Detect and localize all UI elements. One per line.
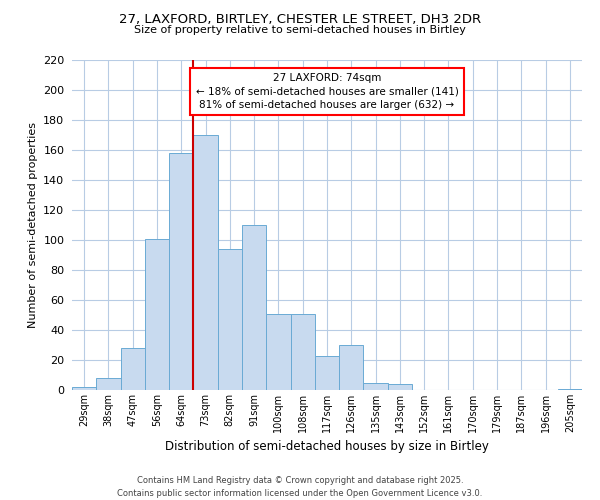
Text: 27 LAXFORD: 74sqm
← 18% of semi-detached houses are smaller (141)
81% of semi-de: 27 LAXFORD: 74sqm ← 18% of semi-detached… — [196, 73, 458, 110]
Y-axis label: Number of semi-detached properties: Number of semi-detached properties — [28, 122, 38, 328]
Text: Contains HM Land Registry data © Crown copyright and database right 2025.
Contai: Contains HM Land Registry data © Crown c… — [118, 476, 482, 498]
Bar — [72, 387, 96, 390]
Bar — [364, 382, 388, 390]
Bar — [145, 238, 169, 390]
Bar — [242, 225, 266, 390]
Bar — [121, 348, 145, 390]
Text: Size of property relative to semi-detached houses in Birtley: Size of property relative to semi-detach… — [134, 25, 466, 35]
Text: 27, LAXFORD, BIRTLEY, CHESTER LE STREET, DH3 2DR: 27, LAXFORD, BIRTLEY, CHESTER LE STREET,… — [119, 12, 481, 26]
Bar — [290, 314, 315, 390]
Bar — [266, 314, 290, 390]
Bar — [169, 153, 193, 390]
X-axis label: Distribution of semi-detached houses by size in Birtley: Distribution of semi-detached houses by … — [165, 440, 489, 454]
Bar — [193, 135, 218, 390]
Bar — [558, 388, 582, 390]
Bar — [96, 378, 121, 390]
Bar — [339, 345, 364, 390]
Bar — [388, 384, 412, 390]
Bar — [315, 356, 339, 390]
Bar — [218, 249, 242, 390]
